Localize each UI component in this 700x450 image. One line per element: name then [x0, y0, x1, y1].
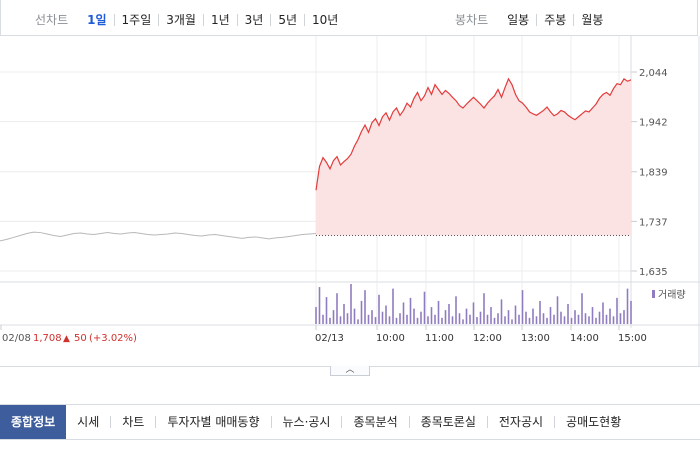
- tab-5year[interactable]: 5년: [270, 13, 304, 26]
- prev-day-line: [0, 231, 317, 242]
- tab-monthly-candle[interactable]: 월봉: [573, 13, 610, 26]
- candle-chart-label: 봉차트: [455, 13, 489, 27]
- price-chart-svg: 2,044 1,942 1,839 1,737 1,635 02/13 10:00 11:00…: [0, 36, 700, 366]
- change-value: 50: [74, 333, 87, 344]
- change-percent: (+3.02%): [89, 333, 137, 344]
- line-chart-label: 선차트: [35, 13, 69, 27]
- price-chart[interactable]: 2,044 1,942 1,839 1,737 1,635 02/13 10:00 11:00…: [0, 36, 700, 366]
- tab-daily-candle[interactable]: 일봉: [507, 12, 530, 27]
- prev-date-label: 02/08: [2, 333, 31, 344]
- y-tick-label: 2,044: [639, 68, 668, 79]
- chevron-up-icon: ︿: [345, 365, 355, 375]
- y-tick-label: 1,737: [639, 217, 668, 228]
- y-tick-label: 1,839: [639, 168, 668, 179]
- nav-tab-e-disclosure[interactable]: 전자공시: [486, 416, 554, 428]
- tab-1year[interactable]: 1년: [202, 13, 237, 26]
- stock-info-nav: 종합정보 시세 차트 투자자별 매매동향 뉴스·공시 종목분석 종목토론실 전자…: [0, 404, 700, 440]
- volume-bars: [315, 284, 632, 324]
- prev-day-info: 02/08 1,708 ▲ 50 (+3.02%): [2, 333, 137, 344]
- nav-tab-overview[interactable]: 종합정보: [0, 405, 67, 439]
- prev-close-value: 1,708: [33, 333, 62, 344]
- y-tick-label: 1,942: [639, 118, 668, 129]
- x-tick-label: 02/13: [315, 333, 344, 344]
- today-area-fill: [316, 78, 631, 236]
- price-area: [316, 78, 631, 236]
- nav-tab-chart[interactable]: 차트: [110, 416, 155, 428]
- x-tick-label: 13:00: [521, 333, 550, 344]
- nav-tab-quotes[interactable]: 시세: [77, 415, 100, 429]
- nav-tab-stock-analysis[interactable]: 종목분석: [341, 416, 408, 428]
- tab-1day[interactable]: 1일: [87, 12, 107, 27]
- y-tick-label: 1,635: [639, 267, 668, 278]
- x-tick-label: 10:00: [376, 333, 405, 344]
- chart-period-toolbar: 선차트 1일 1주일 3개월 1년 3년 5년 10년 봉차트 일봉 주봉 월봉: [0, 0, 698, 36]
- nav-tab-news-disclosure[interactable]: 뉴스·공시: [270, 416, 342, 428]
- x-tick-label: 12:00: [473, 333, 502, 344]
- volume-legend: 거래량: [652, 289, 686, 301]
- tab-1week[interactable]: 1주일: [113, 13, 159, 26]
- nav-tab-investor-trading[interactable]: 투자자별 매매동향: [155, 416, 270, 428]
- candle-chart-tabs: 봉차트 일봉 주봉 월봉: [455, 11, 610, 28]
- tab-3year[interactable]: 3년: [236, 13, 271, 26]
- collapse-chart-button[interactable]: ︿: [330, 366, 370, 376]
- change-up-icon: ▲: [63, 334, 70, 344]
- volume-legend-swatch: [652, 290, 655, 298]
- x-tick-label: 15:00: [618, 333, 647, 344]
- tab-10year[interactable]: 10년: [304, 13, 345, 26]
- today-price-line: [315, 77, 632, 191]
- volume-legend-label: 거래량: [658, 289, 686, 301]
- tab-3month[interactable]: 3개월: [158, 13, 203, 26]
- x-tick-label: 11:00: [425, 333, 454, 344]
- price-lines: [0, 77, 632, 242]
- nav-tab-discussion[interactable]: 종목토론실: [408, 416, 487, 428]
- chart-labels: 2,044 1,942 1,839 1,737 1,635 02/13 10:00 11:00…: [315, 68, 668, 344]
- tab-weekly-candle[interactable]: 주봉: [536, 13, 573, 26]
- x-tick-label: 14:00: [570, 333, 599, 344]
- nav-tab-short-selling[interactable]: 공매도현황: [554, 416, 632, 428]
- line-chart-tabs: 선차트 1일 1주일 3개월 1년 3년 5년 10년: [35, 11, 345, 28]
